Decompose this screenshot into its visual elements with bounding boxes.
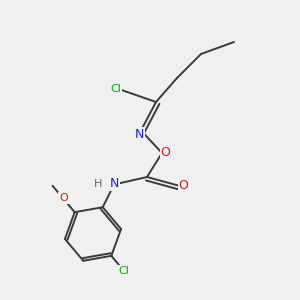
Text: Cl: Cl: [118, 266, 129, 276]
Text: O: O: [161, 146, 170, 159]
Text: O: O: [59, 193, 68, 203]
Text: H: H: [94, 179, 103, 189]
Text: N: N: [110, 177, 119, 190]
Text: N: N: [135, 128, 144, 141]
Text: Cl: Cl: [111, 83, 122, 94]
Text: O: O: [179, 179, 188, 192]
